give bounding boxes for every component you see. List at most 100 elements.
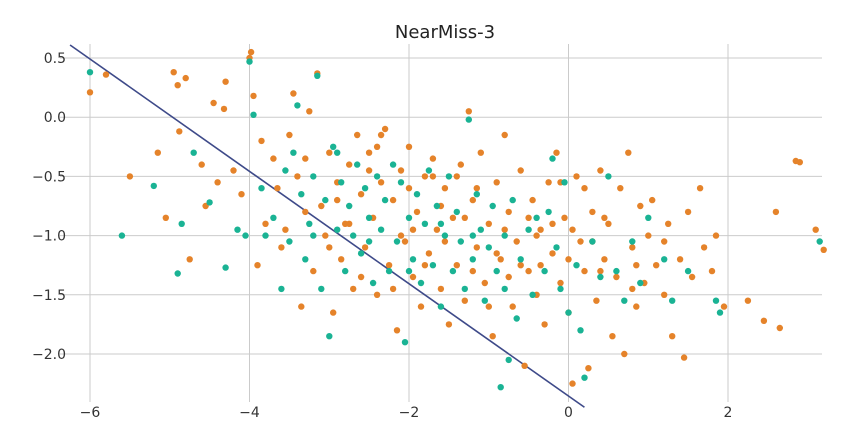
scatter-point [170,69,177,76]
scatter-point [665,220,672,227]
scatter-point [282,167,289,174]
scatter-point [421,220,429,227]
scatter-point [629,238,636,245]
scatter-point [772,208,780,216]
scatter-point [377,179,385,186]
scatter-point [649,196,656,204]
x-tick-label: −4 [239,405,260,421]
scatter-point [230,167,237,174]
scatter-point [294,102,301,109]
scatter-point [361,185,369,192]
scatter-point [405,267,413,275]
scatter-point [330,309,337,316]
scatter-point [302,256,309,263]
scatter-point [222,78,229,85]
scatter-point [501,232,508,239]
scatter-point [569,380,576,387]
scatter-point [485,244,492,251]
scatter-point [214,179,221,186]
scatter-point [334,226,341,233]
scatter-point [186,256,193,263]
scatter-point [493,250,500,257]
scatter-point [385,262,393,269]
scatter-point [505,208,512,216]
scatter-point [389,161,397,168]
scatter-point [258,137,265,145]
scatter-point [573,173,580,180]
scatter-point [533,232,540,239]
scatter-point [776,324,783,332]
scatter-point [581,267,588,275]
scatter-point [286,131,293,139]
scatter-point [669,297,676,304]
scatter-point [453,208,460,216]
scatter-point [350,232,357,239]
scatter-point [613,267,620,275]
scatter-point [397,232,405,239]
scatter-point [250,111,257,119]
scatter-point [696,185,704,192]
scatter-point [338,256,345,263]
scatter-point [326,149,333,156]
scatter-point [429,155,437,162]
scatter-point [621,350,628,358]
scatter-point [700,244,708,251]
scatter-point [597,267,604,275]
scatter-point [541,267,548,275]
scatter-point [254,262,261,269]
scatter-point [457,161,464,168]
scatter-point [433,226,441,233]
scatter-point [469,267,476,275]
scatter-point [441,238,449,245]
scatter-point [318,202,325,210]
scatter-point [529,196,536,204]
scatter-point [290,90,297,97]
scatter-point [190,149,197,156]
scatter-point [533,214,540,221]
scatter-point [477,226,484,233]
scatter-point [653,262,660,269]
scatter-point [629,285,636,293]
scatter-point [354,161,361,168]
decision-line [69,44,585,408]
scatter-point [409,226,417,233]
scatter-point [176,128,183,135]
chart-title: NearMiss-3 [395,22,495,43]
scatter-point [557,285,564,293]
scatter-point [469,232,476,239]
scatter-point [481,279,488,287]
scatter-point [601,256,608,263]
scatter-point [449,214,457,221]
scatter-point [162,214,169,221]
scatter-point [429,262,437,269]
scatter-point [485,303,492,310]
scatter-point [661,291,668,298]
scatter-point [501,285,508,293]
scatter-point [150,182,157,190]
scatter-point [477,149,484,156]
scatter-point [405,185,413,192]
scatter-point [497,384,504,391]
scatter-point [441,232,449,239]
scatter-point [501,131,508,139]
scatter-point [461,285,468,293]
scatter-point [553,149,560,156]
y-tick-label: −1.5 [32,288,66,304]
scatter-point [377,226,385,233]
scatter-point [473,185,480,192]
y-tick-label: −0.5 [32,169,66,185]
scatter-point [437,220,445,227]
scatter-point [357,191,365,198]
scatter-point [346,220,353,227]
scatter-point [509,303,516,310]
scatter-point [326,333,333,340]
scatter-point [425,250,433,257]
scatter-point [250,92,257,100]
scatter-point [389,285,397,293]
scatter-point [493,179,500,186]
scatter-point [270,155,277,162]
scatter-point [357,273,365,281]
scatter-point [489,333,496,340]
scatter-point [298,303,305,310]
